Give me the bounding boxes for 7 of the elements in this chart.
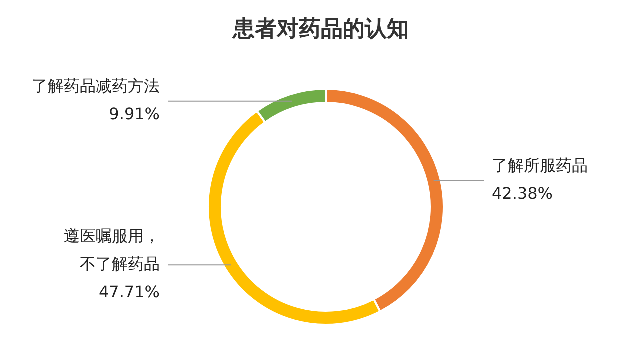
- data-label: 42.38%: [492, 184, 554, 204]
- slice-label: 了解药品减药方法: [32, 76, 160, 96]
- slice-label: 了解所服药品: [492, 156, 588, 176]
- data-label: 47.71%: [98, 282, 160, 302]
- chart-title: 患者对药品的认知: [231, 16, 410, 44]
- slice-label: 遵医嘱服用，不了解药品: [64, 226, 160, 274]
- data-label: 9.91%: [109, 104, 160, 124]
